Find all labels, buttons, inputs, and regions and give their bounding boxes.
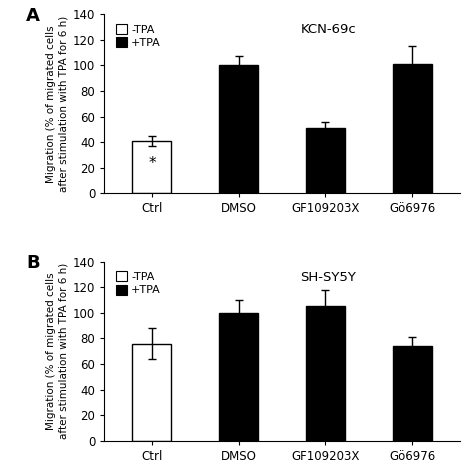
Bar	[392, 346, 432, 441]
Bar	[306, 128, 345, 193]
Y-axis label: Migration (% of migrated cells
after stimulation with TPA for 6 h): Migration (% of migrated cells after sti…	[46, 16, 69, 192]
Text: *: *	[148, 156, 156, 171]
Legend: -TPA, +TPA: -TPA, +TPA	[113, 22, 163, 50]
Bar	[219, 313, 258, 441]
Text: KCN-69c: KCN-69c	[301, 23, 356, 36]
Text: A: A	[26, 7, 40, 25]
Bar	[392, 64, 432, 193]
Bar	[132, 344, 172, 441]
Bar	[306, 306, 345, 441]
Bar	[219, 65, 258, 193]
Text: *: *	[321, 145, 329, 160]
Y-axis label: Migration (% of migrated cells
after stimulation with TPA for 6 h): Migration (% of migrated cells after sti…	[46, 263, 69, 439]
Text: B: B	[26, 255, 40, 273]
Legend: -TPA, +TPA: -TPA, +TPA	[113, 269, 163, 298]
Text: SH-SY5Y: SH-SY5Y	[301, 271, 356, 283]
Bar	[132, 141, 172, 193]
